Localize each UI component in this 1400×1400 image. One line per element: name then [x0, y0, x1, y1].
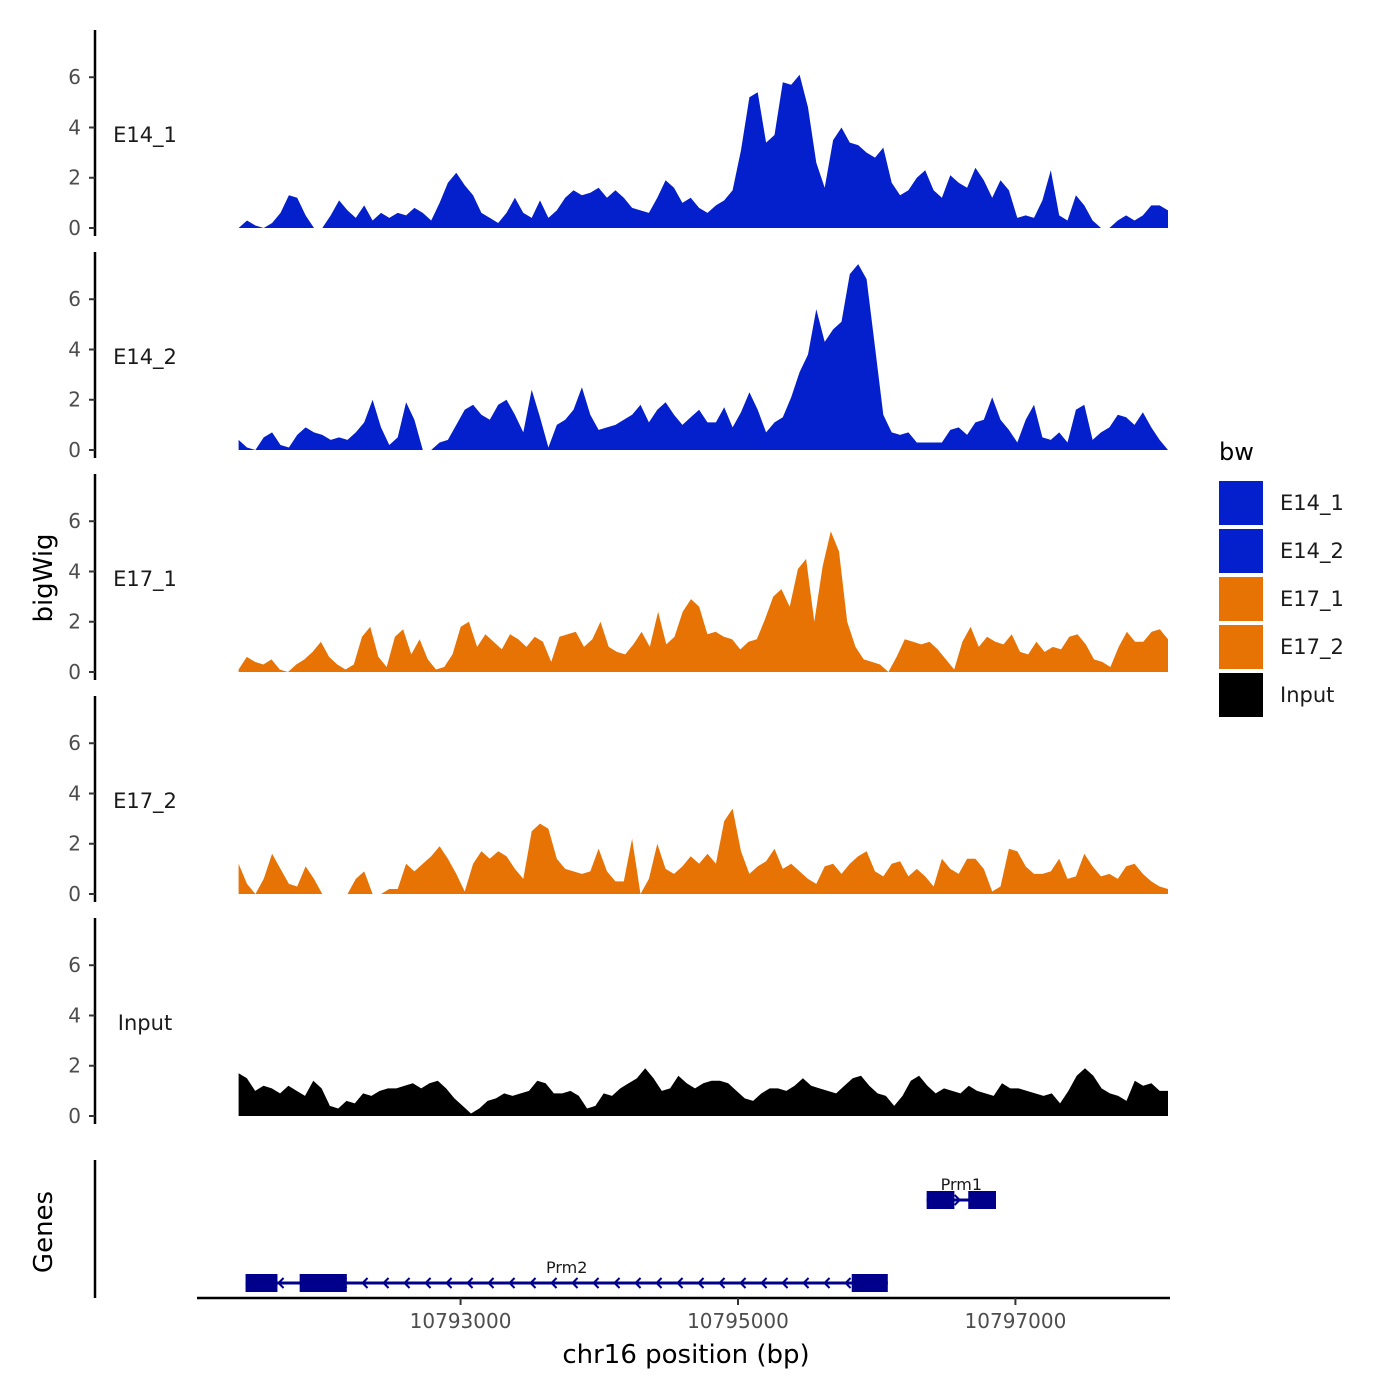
legend-key-E17_1	[1219, 577, 1263, 621]
track-label: E17_2	[113, 789, 177, 814]
x-axis: 10793000 10795000 10797000	[197, 1296, 1170, 1333]
strand-arrow	[277, 1277, 285, 1289]
genes-axis-title: Genes	[29, 1191, 59, 1273]
strand-arrow	[466, 1277, 474, 1289]
strand-arrow	[382, 1277, 390, 1289]
area-E14_2	[238, 264, 1169, 450]
y-tick-label: 4	[68, 559, 81, 583]
exon	[245, 1274, 278, 1292]
strand-arrow	[403, 1277, 411, 1289]
area-E17_1	[238, 531, 1169, 672]
strand-arrow	[718, 1277, 726, 1289]
track-E17_2: 0 2 4 6 E17_2	[68, 696, 1169, 906]
x-tick-label: 10795000	[687, 1309, 789, 1333]
strand-arrow	[361, 1277, 369, 1289]
y-tick-label: 2	[68, 832, 81, 856]
strand-arrow	[802, 1277, 810, 1289]
track-label: E14_2	[113, 345, 177, 370]
area-E17_2	[238, 808, 1169, 894]
y-tick-label: 6	[68, 65, 81, 89]
x-axis-title: chr16 position (bp)	[562, 1340, 809, 1370]
y-tick-label: 2	[68, 610, 81, 634]
track-label: Input	[118, 1011, 172, 1035]
track-panels: 0 2 4 6 E14_1 0 2 4 6 E14_2 0 2 4 6 E17_1 0 2 4 6 E17_2 0 2 4 6…	[68, 30, 1169, 1128]
strand-arrow	[697, 1277, 705, 1289]
legend-label: Input	[1280, 683, 1334, 707]
strand-arrow	[655, 1277, 663, 1289]
track-label: E14_1	[113, 123, 177, 148]
strand-arrow	[571, 1277, 579, 1289]
strand-arrow	[823, 1277, 831, 1289]
strand-arrow	[508, 1277, 516, 1289]
strand-arrow	[953, 1194, 962, 1206]
track-E14_1: 0 2 4 6 E14_1	[68, 30, 1169, 240]
strand-arrow	[592, 1277, 600, 1289]
strand-arrow	[739, 1277, 747, 1289]
strand-arrow	[844, 1277, 852, 1289]
exon	[968, 1191, 996, 1209]
exon	[926, 1191, 955, 1209]
y-tick-label: 6	[68, 731, 81, 755]
legend: bw E14_1 E14_2 E17_1 E17_2 Input	[1219, 438, 1344, 717]
gene-label: Prm1	[941, 1175, 982, 1194]
gene-Prm1: Prm1	[926, 1175, 996, 1209]
y-axis-title: bigWig	[29, 533, 59, 622]
gene-label: Prm2	[546, 1258, 587, 1277]
area-Input	[238, 1068, 1169, 1116]
y-tick-label: 0	[68, 660, 81, 684]
strand-arrow	[445, 1277, 453, 1289]
genes-panel: Prm1 Prm2	[93, 1160, 996, 1298]
legend-key-E14_2	[1219, 529, 1263, 573]
gene-Prm2: Prm2	[245, 1258, 888, 1292]
legend-label: E17_1	[1280, 587, 1344, 612]
exon	[299, 1274, 347, 1292]
y-tick-label: 0	[68, 438, 81, 462]
strand-arrow	[487, 1277, 495, 1289]
y-tick-label: 6	[68, 509, 81, 533]
track-E17_1: 0 2 4 6 E17_1	[68, 474, 1169, 684]
strand-arrow	[529, 1277, 537, 1289]
track-label: E17_1	[113, 567, 177, 592]
strand-arrow	[634, 1277, 642, 1289]
y-tick-label: 2	[68, 1054, 81, 1078]
x-tick-label: 10793000	[410, 1309, 512, 1333]
x-tick-label: 10797000	[965, 1309, 1067, 1333]
y-tick-label: 2	[68, 166, 81, 190]
legend-title: bw	[1219, 438, 1254, 466]
strand-arrow	[781, 1277, 789, 1289]
strand-arrow	[550, 1277, 558, 1289]
y-tick-label: 2	[68, 388, 81, 412]
strand-arrow	[424, 1277, 432, 1289]
y-tick-label: 0	[68, 216, 81, 240]
y-tick-label: 4	[68, 1003, 81, 1027]
strand-arrow	[676, 1277, 684, 1289]
legend-key-Input	[1219, 673, 1263, 717]
strand-arrow	[760, 1277, 768, 1289]
strand-arrow	[613, 1277, 621, 1289]
legend-label: E17_2	[1280, 635, 1344, 660]
y-tick-label: 4	[68, 115, 81, 139]
legend-key-E17_2	[1219, 625, 1263, 669]
legend-label: E14_1	[1280, 491, 1344, 516]
y-tick-label: 6	[68, 287, 81, 311]
y-tick-label: 6	[68, 953, 81, 977]
area-E14_1	[238, 74, 1169, 228]
y-tick-label: 0	[68, 882, 81, 906]
y-tick-label: 4	[68, 337, 81, 361]
y-tick-label: 0	[68, 1104, 81, 1128]
track-Input: 0 2 4 6 Input	[68, 918, 1169, 1128]
legend-key-E14_1	[1219, 481, 1263, 525]
y-tick-label: 4	[68, 781, 81, 805]
exon	[851, 1274, 888, 1292]
legend-label: E14_2	[1280, 539, 1344, 564]
track-E14_2: 0 2 4 6 E14_2	[68, 252, 1169, 462]
